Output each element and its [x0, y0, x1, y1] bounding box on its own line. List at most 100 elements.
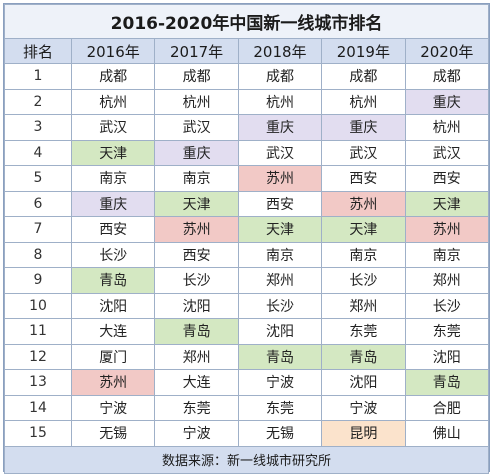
city-cell: 南京	[404, 241, 490, 268]
city-cell: 东莞	[154, 394, 239, 421]
city-cell: 重庆	[154, 139, 239, 166]
city-cell: 青岛	[321, 343, 406, 370]
city-cell: 东莞	[404, 318, 490, 345]
city-cell: 青岛	[237, 343, 323, 370]
header-2018: 2018年	[237, 38, 323, 64]
city-cell: 沈阳	[70, 292, 156, 319]
table-row: 6 重庆 天津 西安 苏州 天津	[4, 190, 490, 217]
city-cell: 佛山	[404, 420, 490, 447]
city-cell: 南京	[70, 165, 156, 192]
table-row: 4 天津 重庆 武汉 武汉 武汉	[4, 139, 490, 166]
city-cell: 武汉	[321, 139, 406, 166]
city-cell: 天津	[321, 216, 406, 243]
city-cell: 杭州	[70, 88, 156, 115]
table-row: 3 武汉 武汉 重庆 重庆 杭州	[4, 114, 490, 141]
rank-cell: 15	[4, 420, 72, 447]
table-row: 10 沈阳 沈阳 长沙 郑州 长沙	[4, 292, 490, 319]
table-row: 1 成都 成都 成都 成都 成都	[4, 63, 490, 90]
city-cell: 青岛	[154, 318, 239, 345]
table-row: 13 苏州 大连 宁波 沈阳 青岛	[4, 369, 490, 396]
city-cell: 武汉	[154, 114, 239, 141]
table-body: 1 成都 成都 成都 成都 成都 2 杭州 杭州 杭州 杭州 重庆 3 武汉 武汉 重庆 重庆 杭州 4 天津 重庆 武汉…	[4, 63, 490, 447]
city-cell: 无锡	[70, 420, 156, 447]
city-cell: 天津	[237, 216, 323, 243]
city-cell: 青岛	[70, 267, 156, 294]
city-cell: 天津	[154, 190, 239, 217]
city-cell: 长沙	[321, 267, 406, 294]
rank-cell: 1	[4, 63, 72, 90]
header-2020: 2020年	[404, 38, 490, 64]
city-cell: 无锡	[237, 420, 323, 447]
table-row: 14 宁波 东莞 东莞 宁波 合肥	[4, 394, 490, 421]
header-2016: 2016年	[70, 38, 156, 64]
table-row: 9 青岛 长沙 郑州 长沙 郑州	[4, 267, 490, 294]
city-cell: 长沙	[237, 292, 323, 319]
city-cell: 重庆	[237, 114, 323, 141]
city-cell: 长沙	[404, 292, 490, 319]
footer-row: 数据来源：新一线城市研究所	[4, 445, 489, 474]
city-cell: 宁波	[154, 420, 239, 447]
city-cell: 沈阳	[154, 292, 239, 319]
city-cell: 南京	[154, 165, 239, 192]
header-2017: 2017年	[154, 38, 239, 64]
city-cell: 郑州	[237, 267, 323, 294]
city-cell: 苏州	[237, 165, 323, 192]
city-cell: 长沙	[70, 241, 156, 268]
city-cell: 重庆	[70, 190, 156, 217]
city-cell: 大连	[154, 369, 239, 396]
ranking-table: 2016-2020年中国新一线城市排名 排名 2016年 2017年 2018年…	[4, 4, 490, 474]
city-cell: 成都	[70, 63, 156, 90]
city-cell: 沈阳	[321, 369, 406, 396]
city-cell: 南京	[237, 241, 323, 268]
rank-cell: 10	[4, 292, 72, 319]
rank-cell: 5	[4, 165, 72, 192]
rank-cell: 2	[4, 88, 72, 115]
header-row: 排名 2016年 2017年 2018年 2019年 2020年	[4, 38, 490, 64]
city-cell: 东莞	[237, 394, 323, 421]
table-row: 8 长沙 西安 南京 南京 南京	[4, 241, 490, 268]
table-row: 12 厦门 郑州 青岛 青岛 沈阳	[4, 343, 490, 370]
table-row: 7 西安 苏州 天津 天津 苏州	[4, 216, 490, 243]
city-cell: 成都	[154, 63, 239, 90]
table-title: 2016-2020年中国新一线城市排名	[4, 4, 489, 39]
city-cell: 杭州	[404, 114, 490, 141]
city-cell: 西安	[154, 241, 239, 268]
city-cell: 郑州	[404, 267, 490, 294]
table-row: 15 无锡 宁波 无锡 昆明 佛山	[4, 420, 490, 447]
city-cell: 昆明	[321, 420, 406, 447]
city-cell: 宁波	[70, 394, 156, 421]
city-cell: 东莞	[321, 318, 406, 345]
city-cell: 杭州	[321, 88, 406, 115]
city-cell: 武汉	[237, 139, 323, 166]
table-row: 11 大连 青岛 沈阳 东莞 东莞	[4, 318, 490, 345]
source-note: 数据来源：新一线城市研究所	[4, 445, 489, 474]
city-cell: 武汉	[70, 114, 156, 141]
rank-cell: 9	[4, 267, 72, 294]
city-cell: 西安	[237, 190, 323, 217]
city-cell: 苏州	[154, 216, 239, 243]
city-cell: 沈阳	[237, 318, 323, 345]
table-row: 2 杭州 杭州 杭州 杭州 重庆	[4, 88, 490, 115]
rank-cell: 6	[4, 190, 72, 217]
city-cell: 沈阳	[404, 343, 490, 370]
rank-cell: 8	[4, 241, 72, 268]
city-cell: 宁波	[321, 394, 406, 421]
header-2019: 2019年	[321, 38, 406, 64]
city-cell: 青岛	[404, 369, 490, 396]
city-cell: 重庆	[321, 114, 406, 141]
city-cell: 天津	[404, 190, 490, 217]
rank-cell: 14	[4, 394, 72, 421]
city-cell: 杭州	[154, 88, 239, 115]
city-cell: 西安	[321, 165, 406, 192]
city-cell: 宁波	[237, 369, 323, 396]
table-row: 5 南京 南京 苏州 西安 西安	[4, 165, 490, 192]
ranking-table-frame: 2016-2020年中国新一线城市排名 排名 2016年 2017年 2018年…	[3, 3, 490, 474]
city-cell: 杭州	[237, 88, 323, 115]
city-cell: 郑州	[321, 292, 406, 319]
city-cell: 苏州	[70, 369, 156, 396]
city-cell: 成都	[237, 63, 323, 90]
city-cell: 郑州	[154, 343, 239, 370]
rank-cell: 7	[4, 216, 72, 243]
rank-cell: 3	[4, 114, 72, 141]
city-cell: 长沙	[154, 267, 239, 294]
